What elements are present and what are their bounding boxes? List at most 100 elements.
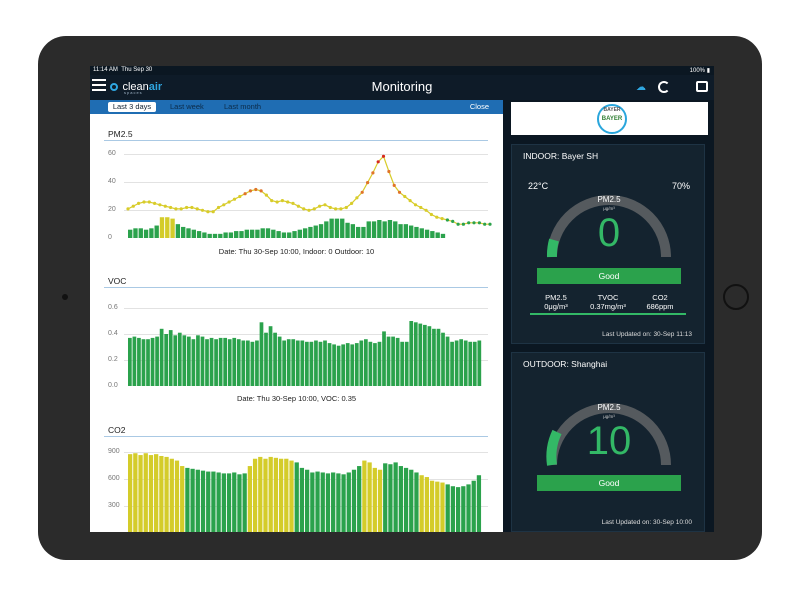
brand-card: BAYER BAYER [511,102,708,135]
battery-percent: 100% [689,68,706,74]
voc-bar [241,340,246,386]
pm25-bar [244,229,249,238]
gridline [124,308,488,309]
voc-bar [373,343,377,386]
home-button[interactable] [723,284,749,310]
pm25-bar [329,218,334,238]
pm25-bar [223,232,228,238]
voc-bar [368,341,373,386]
pm25-outdoor-point [291,201,295,205]
voc-bar [246,340,250,386]
clean-air-logo: cleanair spaces [110,78,162,96]
pm25-outdoor-point [206,210,210,214]
pm25-bar [355,226,361,238]
gridline [124,210,488,211]
outdoor-card[interactable]: OUTDOOR: Shanghai PM2.5 μg/m³ 10 Good La… [511,352,705,532]
pm25-bar [218,233,223,238]
pm25-bar [276,231,281,238]
pm25-outdoor-point [270,199,274,203]
voc-bar [332,344,336,386]
pm25-bar [393,221,398,238]
tab-last-week[interactable]: Last week [170,102,204,111]
pm25-bar [435,232,440,238]
voc-bar [427,326,432,386]
pm25-bar [382,221,387,238]
pm25-outdoor-point [413,203,418,207]
screen: 11:14 AM Thu Sep 30 100% ▮ cleanair spac… [90,66,714,532]
co2-bar [435,481,440,532]
pm25-outdoor-point [126,207,130,211]
co2-bar [221,473,226,532]
pm25-outdoor-point [153,201,157,205]
pm25-outdoor-point [259,189,263,193]
co2-bar [341,474,346,532]
co2-bar [466,484,471,532]
voc-bar [250,341,255,386]
co2-bar [445,484,450,532]
voc-bar [196,335,200,386]
tab-last-month[interactable]: Last month [224,102,262,111]
tab-last-3-days[interactable]: Last 3 days [108,102,156,112]
co2-bar [440,482,445,532]
voc-bar [155,336,159,386]
voc-bar [141,339,146,386]
co2-bar [310,472,315,532]
indoor-humidity: 70% [671,181,690,191]
voc-bar [432,328,436,386]
pm25-outdoor-point [169,205,173,210]
co2-bar [419,475,424,532]
metric-label: CO2 [652,293,668,302]
co2-bar [398,466,403,532]
voc-bar [273,332,277,386]
pm25-ytick: 0 [108,234,112,241]
voc-bar [436,328,441,386]
exit-icon[interactable] [696,81,708,92]
gridline [124,182,488,183]
pm25-outdoor-point [424,208,428,212]
outdoor-gauge-value: 10 [586,419,632,463]
co2-bar [367,462,372,532]
co2-bar [409,469,414,532]
pm25-outdoor-point [445,218,449,222]
metric-value: 0μg/m³ [544,302,568,311]
pm25-bar [186,228,191,238]
pm25-bar [239,231,244,238]
pm25-outdoor-point [334,207,338,211]
pm25-bar [340,218,345,238]
voc-bar [295,340,300,386]
co2-bar [476,475,482,532]
voc-bar [232,337,237,386]
close-button[interactable]: Close [469,102,489,111]
voc-bar [132,336,137,386]
co2-bar [294,462,299,532]
indoor-card[interactable]: INDOOR: Bayer SH 22°C 70% PM2.5 μg/m³ 0 … [511,144,705,344]
pm25-bar [371,221,377,238]
pm25-bar [387,220,393,238]
voc-bar [168,330,173,386]
outdoor-title: OUTDOOR: Shanghai [523,359,608,369]
pm25-outdoor-point [350,201,354,205]
co2-bar [237,474,242,532]
voc-ytick: 0.2 [108,356,118,363]
logo-word-clean: clean [122,80,149,93]
indoor-title: INDOOR: Bayer SH [523,151,599,161]
co2-bar [325,473,331,532]
pm25-outdoor-line [127,155,490,225]
pm25-outdoor-point [371,171,375,175]
pm25-ytick: 40 [108,178,116,185]
voc-bar [477,340,482,386]
pm25-outdoor-point [451,219,455,223]
pm25-bar [260,228,265,238]
indoor-metric-pm25: PM2.5 0μg/m³ [528,293,584,315]
co2-bar [211,471,216,532]
pm25-outdoor-point [216,205,221,210]
pm25-outdoor-point [355,196,359,200]
cloud-sync-icon[interactable]: ☁ [636,82,646,93]
metric-bar [530,313,582,315]
pm25-bar [159,217,165,238]
co2-bar [154,454,159,532]
menu-icon[interactable] [92,79,106,91]
co2-bar [357,466,362,532]
voc-bar [218,337,223,386]
refresh-icon[interactable] [658,81,670,93]
